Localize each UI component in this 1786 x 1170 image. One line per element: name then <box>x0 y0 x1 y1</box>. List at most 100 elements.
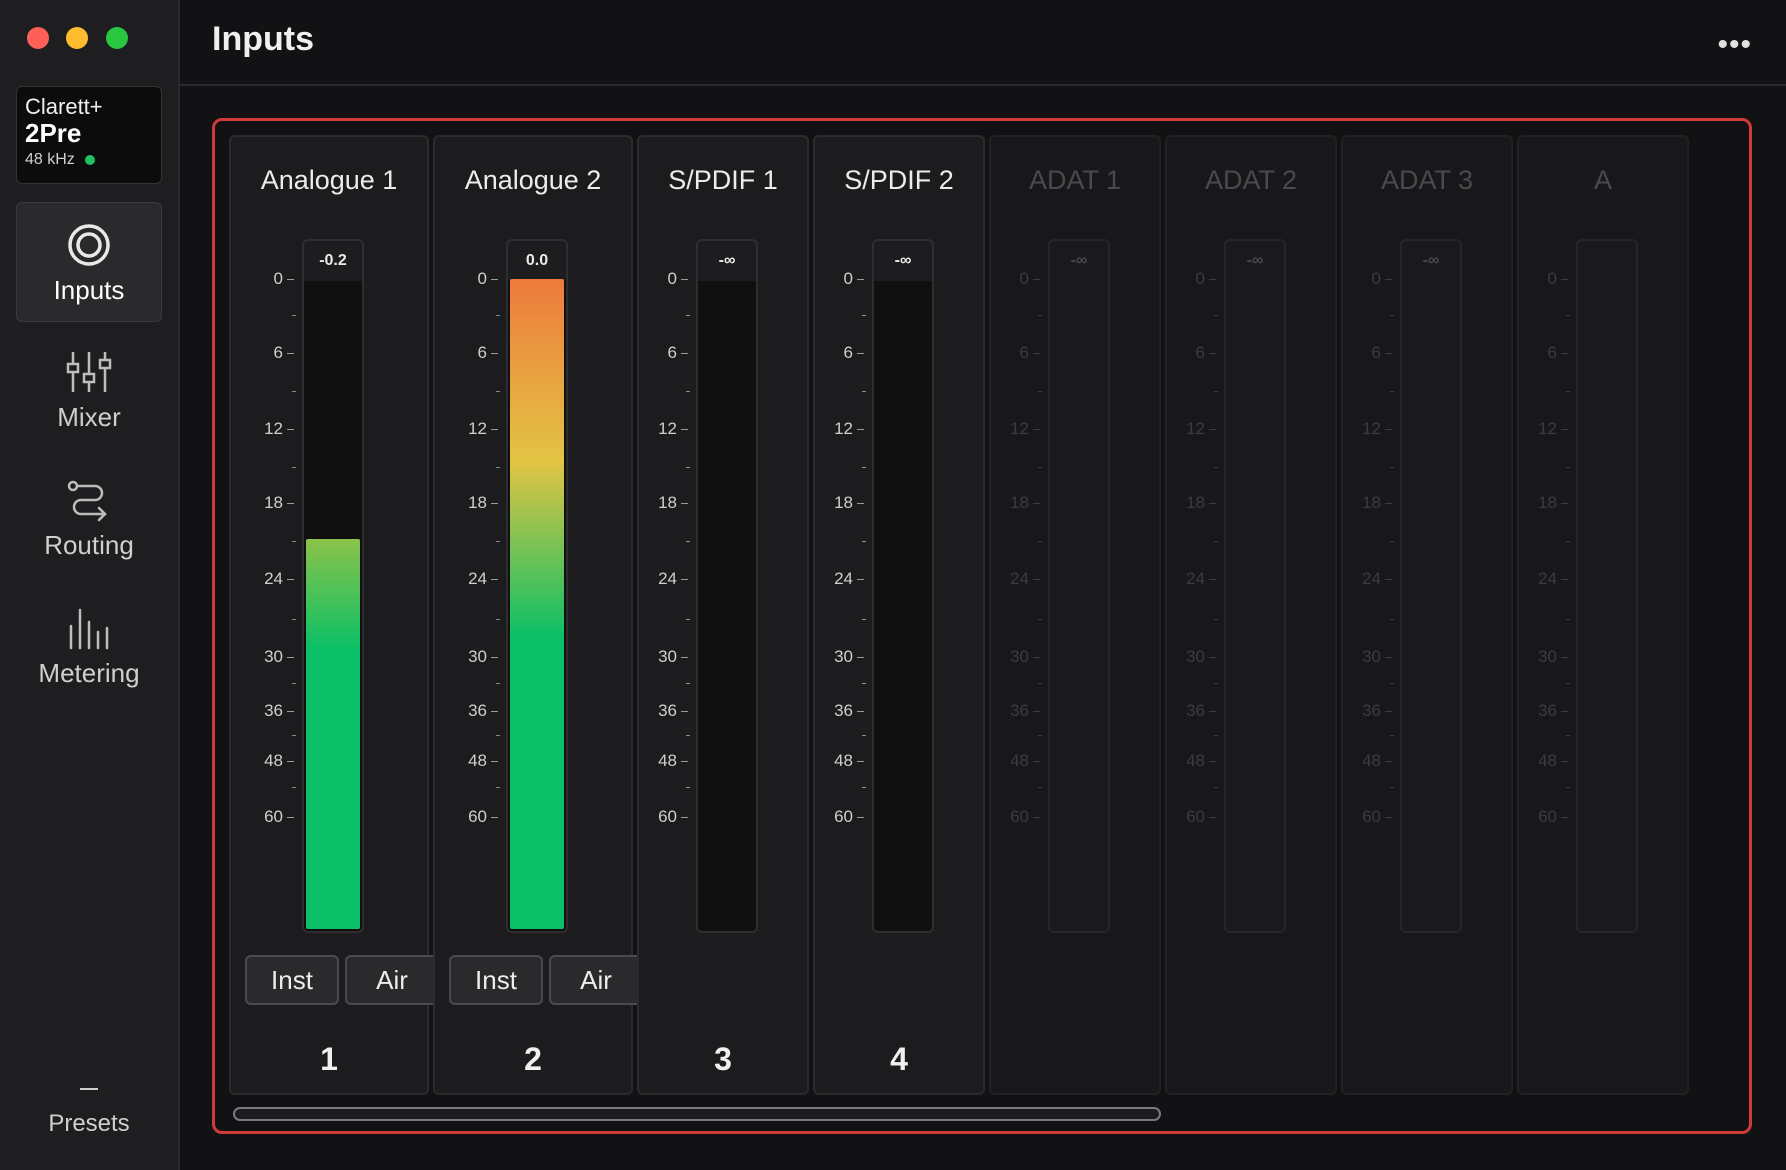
scale-minor-tick <box>496 467 500 468</box>
scale-tick-text: 12 <box>1010 419 1029 438</box>
scale-tick-text: 36 <box>1186 701 1205 720</box>
device-brand: Clarett+ <box>25 94 103 119</box>
scale-tick-label: 18 <box>1528 493 1568 513</box>
scale-tick-text: 0 <box>1019 269 1029 288</box>
scale-tick-mark <box>1561 503 1568 505</box>
device-card[interactable]: Clarett+ 2Pre 48 kHz <box>16 86 162 184</box>
connection-status-icon <box>84 155 95 165</box>
scale-tick-mark <box>287 429 294 431</box>
header: Inputs ••• <box>180 0 1786 86</box>
scale-tick-text: 6 <box>667 343 677 362</box>
scale-tick-text: 48 <box>834 751 853 770</box>
channel-strip: ADAT 1 -∞ 0 6 12 18 24 30 36 48 60 <box>989 135 1161 1095</box>
channel-number: 4 <box>890 1041 908 1077</box>
sidebar-item-metering[interactable]: Metering <box>16 586 162 706</box>
sidebar-item-routing[interactable]: Routing <box>16 458 162 578</box>
scale-tick-text: 24 <box>264 569 283 588</box>
level-meter: -∞ <box>872 239 934 933</box>
inputs-icon <box>68 224 110 266</box>
scale-tick-text: 36 <box>1362 701 1381 720</box>
level-meter <box>1576 239 1638 933</box>
air-toggle-button[interactable]: Air <box>345 955 439 1005</box>
scale-tick-mark <box>1561 657 1568 659</box>
scale-tick-label: 48 <box>1352 751 1392 771</box>
scale-tick-label: 24 <box>1528 569 1568 589</box>
scale-minor-tick <box>292 787 296 788</box>
scale-minor-tick <box>496 541 500 542</box>
scale-tick-label: 36 <box>458 701 498 721</box>
channel-number: 1 <box>320 1041 338 1077</box>
scale-minor-tick <box>292 683 296 684</box>
scale-minor-tick <box>1038 541 1042 542</box>
close-window-button[interactable] <box>27 27 49 49</box>
scale-minor-tick <box>1038 467 1042 468</box>
scale-minor-tick <box>1390 315 1394 316</box>
minimize-window-button[interactable] <box>66 27 88 49</box>
scale-tick-text: 30 <box>468 647 487 666</box>
scale-tick-mark <box>287 503 294 505</box>
scale-minor-tick <box>1038 683 1042 684</box>
scale-tick-label: 30 <box>1176 647 1216 667</box>
scale-tick-text: 60 <box>834 807 853 826</box>
scale-tick-mark <box>1209 503 1216 505</box>
scale-tick-mark <box>681 279 688 281</box>
scale-minor-tick <box>1214 787 1218 788</box>
scale-tick-text: 6 <box>477 343 487 362</box>
channel-name: Analogue 1 <box>260 165 398 195</box>
presets-button[interactable]: Presets <box>0 1070 178 1138</box>
scale-tick-mark <box>1561 761 1568 763</box>
maximize-window-button[interactable] <box>106 27 128 49</box>
inst-toggle-button[interactable]: Inst <box>449 955 543 1005</box>
more-options-button[interactable]: ••• <box>1717 28 1752 61</box>
scale-tick-text: 6 <box>843 343 853 362</box>
peak-readout: -∞ <box>698 241 756 281</box>
scale-tick-text: 36 <box>468 701 487 720</box>
sidebar-item-inputs[interactable]: Inputs <box>16 202 162 322</box>
peak-readout: -∞ <box>1226 241 1284 281</box>
scale-tick-text: 60 <box>1362 807 1381 826</box>
scale-minor-tick <box>1390 467 1394 468</box>
scale-tick-label: 36 <box>648 701 688 721</box>
sidebar-item-label: Routing <box>44 530 134 560</box>
scale-tick-text: 0 <box>843 269 853 288</box>
scale-minor-tick <box>862 391 866 392</box>
scale-tick-mark <box>287 279 294 281</box>
channel-name: S/PDIF 2 <box>844 165 954 195</box>
air-toggle-button[interactable]: Air <box>549 955 643 1005</box>
channel-strip: Analogue 1 -0.2 0 6 12 18 24 30 36 48 60 Inst Air 1 <box>229 135 439 1095</box>
scale-tick-text: 6 <box>1371 343 1381 362</box>
sidebar-item-mixer[interactable]: Mixer <box>16 330 162 450</box>
scale-tick-text: 48 <box>264 751 283 770</box>
scale-minor-tick <box>1390 735 1394 736</box>
scale-tick-label: 48 <box>1528 751 1568 771</box>
scale-tick-text: 60 <box>264 807 283 826</box>
inst-toggle-button[interactable]: Inst <box>245 955 339 1005</box>
routing-icon <box>67 480 107 522</box>
scale-minor-tick <box>292 541 296 542</box>
scale-tick-text: 60 <box>1538 807 1557 826</box>
scale-tick-label: 12 <box>1352 419 1392 439</box>
scale-tick-mark <box>857 503 864 505</box>
scale-tick-text: 6 <box>1195 343 1205 362</box>
scale-tick-mark <box>1033 711 1040 713</box>
scale-tick-label: 30 <box>1528 647 1568 667</box>
scale-tick-mark <box>1209 657 1216 659</box>
horizontal-scrollbar[interactable] <box>233 1107 1161 1121</box>
presets-dash-icon <box>80 1088 98 1090</box>
scale-tick-label: 30 <box>458 647 498 667</box>
scale-minor-tick <box>1566 787 1570 788</box>
scale-tick-text: 0 <box>1547 269 1557 288</box>
scale-minor-tick <box>292 315 296 316</box>
scale-tick-text: 24 <box>1538 569 1557 588</box>
scale-tick-mark <box>857 761 864 763</box>
scale-tick-text: 48 <box>468 751 487 770</box>
peak-readout <box>1578 241 1636 281</box>
scale-tick-text: 36 <box>658 701 677 720</box>
scale-minor-tick <box>862 683 866 684</box>
level-meter: -0.2 <box>302 239 364 933</box>
scale-tick-label: 12 <box>824 419 864 439</box>
scale-tick-mark <box>287 579 294 581</box>
scale-tick-text: 24 <box>468 569 487 588</box>
scale-minor-tick <box>862 735 866 736</box>
scale-tick-mark <box>1561 353 1568 355</box>
